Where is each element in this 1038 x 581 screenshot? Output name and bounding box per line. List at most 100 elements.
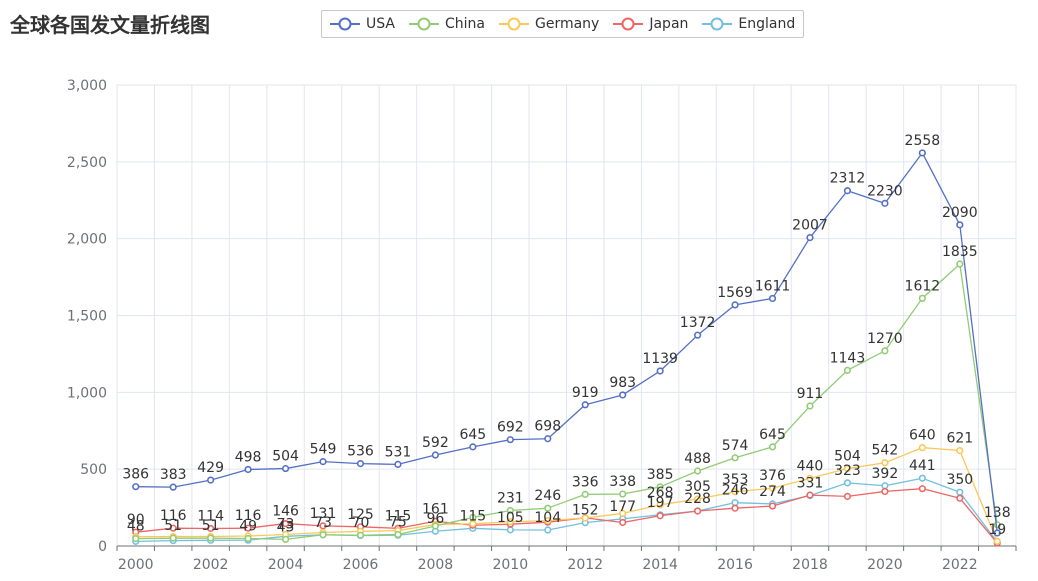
data-label-china: 70	[352, 515, 370, 531]
data-label-germany: 305	[684, 479, 711, 495]
data-point-usa	[394, 460, 402, 469]
x-tick-label: 2018	[792, 557, 828, 573]
data-point-usa	[918, 149, 926, 157]
data-label-usa: 2558	[905, 133, 941, 149]
legend-item-china[interactable]: China	[408, 16, 485, 32]
data-point-japan	[281, 519, 290, 528]
data-label-england: 73	[277, 516, 295, 532]
legend-swatch-england	[702, 17, 733, 31]
legend-item-japan[interactable]: Japan	[613, 16, 688, 32]
data-label-england: 177	[609, 499, 636, 515]
x-tick-label: 2016	[717, 557, 753, 573]
data-label-usa: 2007	[792, 218, 828, 234]
data-label-china: 385	[647, 467, 674, 483]
data-point-germany	[956, 446, 964, 455]
data-point-china	[694, 467, 702, 475]
data-label-japan: 114	[197, 508, 224, 524]
data-point-japan	[244, 524, 252, 532]
data-point-germany	[993, 537, 1001, 545]
data-point-england	[506, 526, 514, 534]
data-label-china: 49	[239, 518, 257, 534]
data-label-china: 51	[164, 518, 182, 534]
data-label-china: 1612	[905, 278, 941, 294]
x-tick-label: 2010	[492, 557, 528, 573]
legend-label-usa: USA	[366, 16, 395, 32]
data-point-japan	[169, 524, 177, 532]
x-tick-label: 2020	[867, 557, 903, 573]
x-tick-label: 2000	[118, 557, 154, 573]
data-label-germany: 440	[797, 458, 824, 474]
data-label-germany: 353	[722, 472, 749, 488]
data-point-japan	[694, 507, 702, 515]
data-label-japan: 131	[310, 506, 337, 522]
legend-item-germany[interactable]: Germany	[498, 16, 599, 32]
x-tick-label: 2012	[567, 557, 603, 573]
data-label-china: 246	[534, 488, 561, 504]
y-tick-label: 0	[98, 539, 107, 555]
x-tick-label: 2006	[343, 557, 379, 573]
data-point-japan	[956, 494, 964, 502]
series-line-england	[135, 477, 998, 543]
legend-item-usa[interactable]: USA	[330, 16, 395, 32]
data-label-england: 96	[426, 511, 444, 527]
x-tick-label: 2022	[942, 557, 978, 573]
series-line-germany	[135, 447, 998, 542]
data-point-china	[169, 534, 177, 542]
data-point-japan	[881, 487, 889, 496]
legend-swatch-germany	[498, 17, 529, 31]
data-point-usa	[132, 483, 140, 491]
data-label-japan: 125	[347, 507, 374, 523]
data-label-germany: 621	[946, 431, 973, 447]
series-line-usa	[135, 152, 998, 534]
data-point-germany	[731, 488, 739, 496]
data-label-usa: 983	[609, 375, 636, 391]
data-point-usa	[768, 294, 777, 303]
data-point-usa	[731, 301, 739, 309]
data-label-china: 645	[759, 427, 786, 443]
series-line-china	[135, 263, 998, 541]
data-label-england: 19	[988, 522, 1006, 538]
data-point-germany	[581, 514, 589, 522]
data-label-china: 138	[984, 505, 1011, 521]
data-point-china	[806, 402, 814, 410]
data-label-china: 336	[572, 474, 599, 490]
data-point-japan	[731, 504, 739, 512]
data-point-england	[881, 482, 889, 490]
data-label-china: 75	[389, 514, 407, 530]
legend: USA China Germany Japan England	[321, 10, 805, 38]
data-point-usa	[656, 367, 664, 375]
data-label-usa: 531	[385, 444, 412, 460]
legend-swatch-usa	[330, 17, 360, 31]
legend-swatch-japan	[613, 17, 644, 31]
data-label-usa: 2090	[942, 205, 978, 221]
data-point-usa	[694, 331, 702, 339]
data-point-china	[431, 522, 439, 530]
data-point-england	[544, 526, 552, 534]
series-china	[132, 260, 1001, 543]
data-point-japan	[806, 491, 814, 499]
data-label-china: 73	[314, 515, 332, 531]
data-point-china	[319, 531, 327, 539]
data-point-china	[469, 513, 477, 522]
data-label-china: 1143	[830, 350, 866, 366]
data-label-china: 231	[497, 491, 524, 507]
data-point-usa	[544, 435, 552, 443]
data-point-usa	[244, 465, 252, 474]
data-point-germany	[619, 509, 627, 518]
data-label-england: 274	[759, 484, 786, 500]
data-point-china	[581, 490, 589, 498]
data-label-england: 392	[872, 466, 899, 482]
data-point-usa	[881, 199, 889, 207]
data-point-china	[356, 531, 365, 539]
data-label-england: 197	[647, 495, 674, 511]
legend-label-england: England	[738, 16, 796, 32]
data-point-china	[207, 534, 215, 542]
data-point-england	[956, 488, 964, 496]
data-point-germany	[544, 517, 552, 525]
legend-item-england[interactable]: England	[702, 16, 795, 32]
data-label-england: 105	[497, 510, 524, 526]
data-point-china	[619, 490, 627, 498]
data-point-germany	[506, 518, 514, 526]
legend-label-china: China	[444, 16, 485, 32]
data-label-england: 228	[684, 491, 711, 507]
